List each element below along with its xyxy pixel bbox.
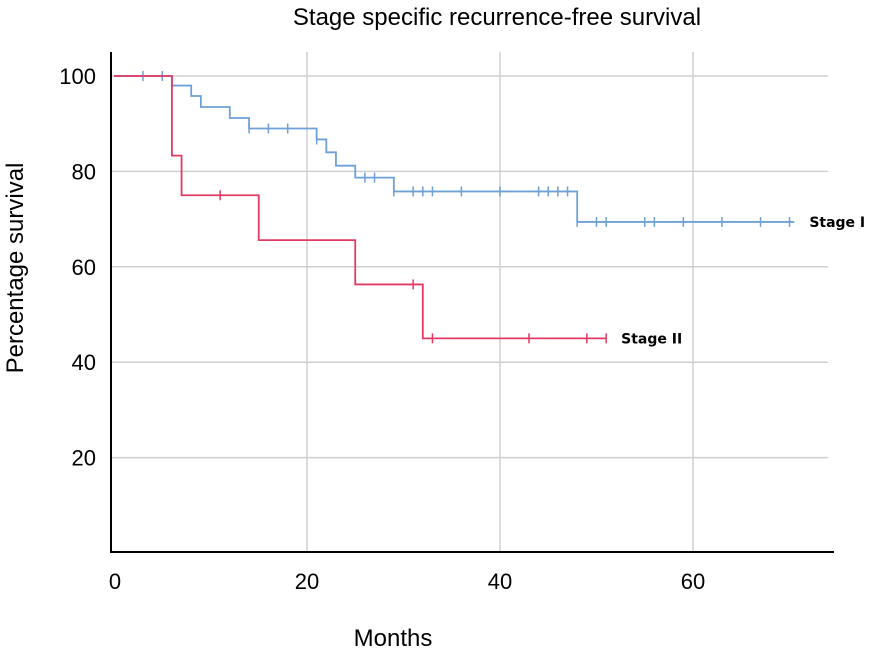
series-stage-i: Stage I — [114, 71, 865, 231]
y-tick-label: 100 — [59, 64, 96, 89]
x-tick-label: 0 — [109, 569, 121, 594]
x-axis-label: Months — [354, 625, 433, 648]
series-line — [114, 75, 607, 340]
y-tick-label: 80 — [72, 159, 96, 184]
grid — [111, 52, 828, 552]
series-label: Stage I — [809, 215, 865, 231]
axes — [110, 52, 834, 553]
series-line — [114, 75, 795, 223]
y-tick-label: 20 — [72, 446, 96, 471]
x-tick-label: 40 — [488, 569, 512, 594]
series-layer: Stage I Stage II — [114, 71, 865, 347]
x-tick-label: 60 — [681, 569, 705, 594]
series-stage-ii: Stage II — [114, 75, 682, 347]
chart-title: Stage specific recurrence-free survival — [293, 4, 701, 31]
y-tick-label: 40 — [72, 350, 96, 375]
y-tick-label: 60 — [72, 255, 96, 280]
series-label: Stage II — [621, 331, 682, 347]
tick-labels: 20 40 60 80 100 0 20 40 60 — [59, 64, 705, 594]
x-tick-label: 20 — [295, 569, 319, 594]
y-axis-label: Percentage survival — [2, 163, 29, 374]
